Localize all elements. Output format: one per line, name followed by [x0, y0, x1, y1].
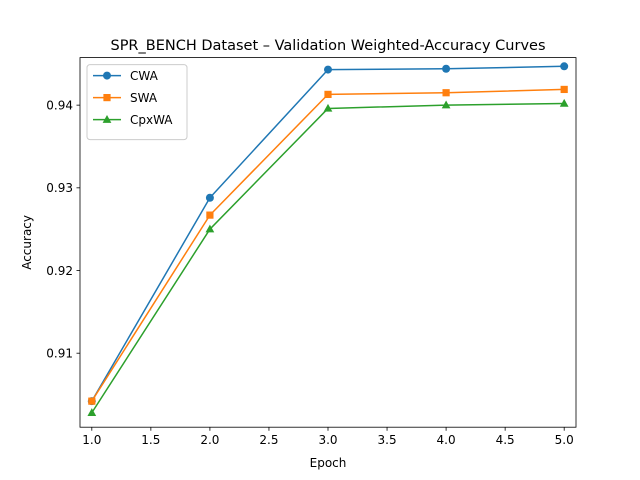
- legend-item-cwa: CWA: [93, 69, 159, 83]
- legend-marker: [102, 115, 112, 123]
- y-axis-label: Accuracy: [20, 215, 34, 270]
- chart-title: SPR_BENCH Dataset – Validation Weighted-…: [110, 38, 545, 54]
- y-tick-label: 0.94: [46, 98, 73, 112]
- data-point: [205, 224, 215, 233]
- series-swa: [88, 85, 568, 405]
- legend-frame: [86, 64, 188, 141]
- data-point: [323, 103, 333, 112]
- x-tick-label: 1.5: [141, 433, 160, 447]
- legend-label: CWA: [130, 69, 159, 83]
- data-point: [205, 193, 214, 202]
- data-point: [560, 62, 569, 71]
- x-tick-label: 2.0: [200, 433, 219, 447]
- x-tick-label: 3.0: [318, 433, 337, 447]
- legend-item-cpxwa: CpxWA: [93, 113, 173, 127]
- data-point: [442, 89, 450, 97]
- legend-marker: [103, 94, 111, 102]
- data-point: [442, 64, 451, 73]
- x-tick-label: 5.0: [555, 433, 574, 447]
- y-axis: 0.91 0.92 0.93 0.94: [46, 98, 80, 360]
- x-axis-label: Epoch: [310, 456, 347, 470]
- x-tick-label: 4.0: [437, 433, 456, 447]
- y-tick-label: 0.92: [46, 264, 73, 278]
- legend-item-swa: SWA: [93, 91, 158, 105]
- plot-area: [87, 62, 569, 416]
- x-tick-label: 2.5: [259, 433, 278, 447]
- legend: CWA SWA CpxWA: [86, 64, 188, 141]
- data-point: [324, 65, 332, 74]
- data-point: [87, 408, 97, 416]
- data-point: [324, 90, 332, 98]
- data-point: [559, 98, 569, 107]
- y-tick-label: 0.93: [46, 181, 73, 195]
- x-axis: 1.0 1.5 2.0 2.5 3.0 3.5 4.0 4.5 5.0: [82, 427, 574, 447]
- data-point: [560, 85, 568, 94]
- x-tick-label: 3.5: [378, 433, 397, 447]
- series-line: [91, 102, 565, 414]
- legend-label: CpxWA: [130, 113, 173, 127]
- x-tick-label: 4.5: [496, 433, 515, 447]
- legend-marker: [103, 71, 111, 80]
- x-tick-label: 1.0: [82, 433, 101, 447]
- data-point: [88, 397, 96, 405]
- y-tick-label: 0.91: [46, 346, 73, 360]
- data-point: [206, 211, 214, 219]
- data-point: [441, 100, 451, 109]
- series-cpxwa: [87, 98, 569, 416]
- legend-label: SWA: [130, 91, 158, 105]
